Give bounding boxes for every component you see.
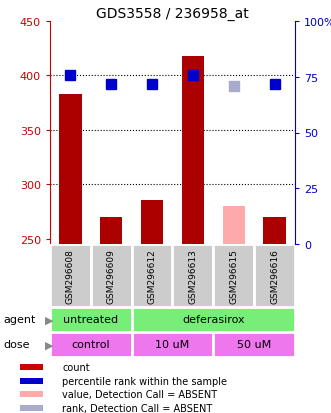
Bar: [213, 332, 295, 357]
Text: control: control: [71, 339, 110, 350]
Bar: [20, 391, 43, 397]
Bar: [182, 57, 204, 244]
Bar: [254, 244, 295, 307]
Bar: [91, 244, 132, 307]
Text: GSM296613: GSM296613: [188, 249, 197, 303]
Bar: [222, 206, 245, 244]
Bar: [50, 307, 132, 332]
Bar: [141, 201, 163, 244]
Bar: [50, 332, 132, 357]
Text: GSM296608: GSM296608: [66, 249, 75, 303]
Text: value, Detection Call = ABSENT: value, Detection Call = ABSENT: [62, 389, 217, 399]
Text: ▶: ▶: [45, 339, 53, 350]
Text: rank, Detection Call = ABSENT: rank, Detection Call = ABSENT: [62, 403, 213, 413]
Bar: [59, 95, 82, 244]
Text: 10 uM: 10 uM: [155, 339, 190, 350]
Text: GSM296609: GSM296609: [107, 249, 116, 303]
Text: percentile rank within the sample: percentile rank within the sample: [62, 376, 227, 386]
Text: dose: dose: [3, 339, 30, 350]
Bar: [132, 307, 295, 332]
Bar: [20, 405, 43, 411]
Text: GSM296615: GSM296615: [229, 249, 238, 303]
Bar: [172, 244, 213, 307]
Text: ▶: ▶: [45, 315, 53, 325]
Text: agent: agent: [3, 315, 36, 325]
Text: untreated: untreated: [63, 315, 118, 325]
Bar: [132, 332, 213, 357]
Text: count: count: [62, 362, 90, 373]
Text: GSM296616: GSM296616: [270, 249, 279, 303]
Bar: [20, 364, 43, 370]
Bar: [20, 378, 43, 384]
Bar: [100, 217, 122, 244]
Bar: [263, 217, 286, 244]
Bar: [132, 244, 172, 307]
Text: 50 uM: 50 uM: [237, 339, 271, 350]
Text: GSM296612: GSM296612: [148, 249, 157, 303]
Bar: [213, 244, 254, 307]
Text: deferasirox: deferasirox: [182, 315, 245, 325]
Title: GDS3558 / 236958_at: GDS3558 / 236958_at: [96, 7, 249, 21]
Bar: [50, 244, 91, 307]
